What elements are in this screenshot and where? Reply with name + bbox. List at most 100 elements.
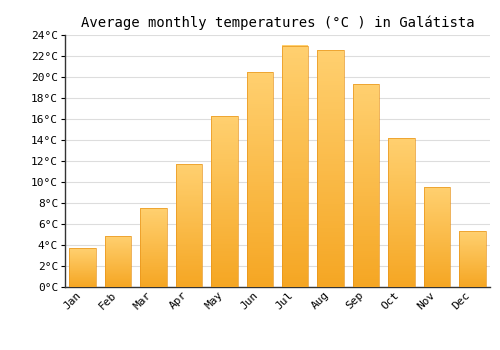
- Bar: [282, 270, 308, 273]
- Bar: [424, 280, 450, 281]
- Bar: [176, 234, 202, 236]
- Bar: [318, 99, 344, 102]
- Bar: [282, 265, 308, 268]
- Bar: [246, 216, 273, 218]
- Bar: [318, 216, 344, 218]
- Bar: [105, 261, 132, 262]
- Bar: [388, 175, 414, 177]
- Bar: [318, 249, 344, 251]
- Bar: [424, 197, 450, 198]
- Bar: [388, 233, 414, 235]
- Bar: [211, 177, 238, 179]
- Bar: [105, 267, 132, 268]
- Bar: [459, 241, 485, 242]
- Bar: [211, 208, 238, 210]
- Bar: [70, 263, 96, 264]
- Bar: [105, 246, 132, 247]
- Bar: [353, 224, 380, 226]
- Bar: [282, 99, 308, 101]
- Bar: [282, 256, 308, 258]
- Bar: [140, 235, 167, 236]
- Bar: [424, 221, 450, 222]
- Bar: [424, 264, 450, 265]
- Bar: [211, 116, 238, 118]
- Bar: [424, 243, 450, 244]
- Bar: [140, 276, 167, 277]
- Bar: [246, 128, 273, 130]
- Bar: [388, 171, 414, 172]
- Bar: [318, 214, 344, 216]
- Bar: [424, 191, 450, 192]
- Bar: [388, 144, 414, 145]
- Bar: [388, 242, 414, 244]
- Bar: [388, 178, 414, 180]
- Bar: [318, 187, 344, 190]
- Bar: [318, 64, 344, 66]
- Bar: [176, 285, 202, 286]
- Bar: [388, 271, 414, 272]
- Bar: [353, 212, 380, 214]
- Bar: [140, 252, 167, 253]
- Bar: [424, 216, 450, 217]
- Bar: [140, 231, 167, 232]
- Bar: [282, 164, 308, 166]
- Bar: [353, 188, 380, 190]
- Bar: [211, 237, 238, 239]
- Bar: [353, 133, 380, 135]
- Bar: [70, 267, 96, 268]
- Bar: [211, 201, 238, 203]
- Bar: [459, 232, 485, 233]
- Bar: [105, 240, 132, 241]
- Bar: [318, 166, 344, 168]
- Bar: [140, 278, 167, 279]
- Bar: [424, 273, 450, 274]
- Bar: [424, 206, 450, 207]
- Bar: [318, 111, 344, 114]
- Bar: [176, 194, 202, 195]
- Bar: [424, 194, 450, 195]
- Bar: [388, 141, 414, 142]
- Bar: [176, 169, 202, 170]
- Bar: [388, 156, 414, 157]
- Bar: [424, 242, 450, 243]
- Bar: [282, 70, 308, 72]
- Bar: [388, 282, 414, 284]
- Bar: [176, 220, 202, 222]
- Bar: [176, 205, 202, 206]
- Bar: [353, 143, 380, 145]
- Bar: [140, 234, 167, 235]
- Bar: [140, 214, 167, 215]
- Bar: [282, 234, 308, 236]
- Bar: [246, 285, 273, 287]
- Bar: [318, 242, 344, 244]
- Bar: [176, 164, 202, 166]
- Bar: [211, 191, 238, 193]
- Bar: [459, 236, 485, 237]
- Bar: [140, 264, 167, 265]
- Bar: [353, 117, 380, 119]
- Bar: [318, 263, 344, 266]
- Bar: [388, 145, 414, 147]
- Bar: [176, 164, 202, 287]
- Bar: [353, 192, 380, 194]
- Bar: [105, 253, 132, 254]
- Bar: [246, 248, 273, 250]
- Bar: [388, 193, 414, 195]
- Bar: [353, 169, 380, 172]
- Bar: [211, 256, 238, 258]
- Bar: [211, 241, 238, 243]
- Bar: [459, 272, 485, 273]
- Bar: [211, 217, 238, 218]
- Bar: [140, 260, 167, 261]
- Bar: [353, 210, 380, 212]
- Bar: [246, 276, 273, 278]
- Bar: [105, 254, 132, 255]
- Bar: [424, 283, 450, 284]
- Bar: [318, 121, 344, 123]
- Bar: [70, 282, 96, 283]
- Bar: [176, 191, 202, 193]
- Bar: [176, 173, 202, 174]
- Bar: [424, 205, 450, 206]
- Bar: [353, 163, 380, 166]
- Bar: [246, 98, 273, 100]
